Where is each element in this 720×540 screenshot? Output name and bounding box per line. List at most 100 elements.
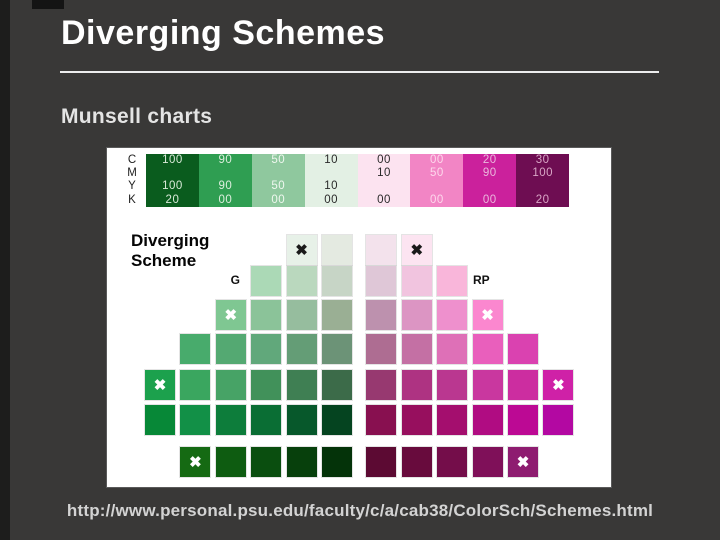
scheme-label: Diverging Scheme <box>131 231 209 271</box>
source-url: http://www.personal.psu.edu/faculty/c/a/… <box>66 501 654 520</box>
munsell-swatch <box>180 334 211 364</box>
slide-subtitle: Munsell charts <box>61 105 213 128</box>
cmyk-value: 50 <box>271 180 286 193</box>
cmyk-value: 20 <box>165 193 180 206</box>
munsell-swatch <box>180 405 211 435</box>
munsell-swatch <box>437 370 468 400</box>
x-mark-icon: ✖ <box>481 306 494 324</box>
munsell-swatch <box>401 300 432 330</box>
cmyk-value: 20 <box>482 154 497 166</box>
cmyk-value: 90 <box>218 154 233 166</box>
cmyk-value: 30 <box>535 154 550 166</box>
cmyk-swatch-column: 10 10 00 <box>304 154 358 207</box>
munsell-swatch <box>401 447 432 477</box>
cmyk-value: 00 <box>430 193 444 206</box>
munsell-swatch <box>437 405 468 435</box>
cmyk-swatch-column: 50 50 00 <box>251 154 305 207</box>
munsell-swatch <box>437 300 468 330</box>
cmyk-value: 100 <box>532 167 554 180</box>
munsell-swatch <box>322 370 352 400</box>
cmyk-value: 50 <box>271 154 286 166</box>
cmyk-swatch-column: 20 90 00 <box>463 154 517 207</box>
cmyk-value: 00 <box>482 193 497 206</box>
cmyk-row-label-y: Y <box>128 180 136 193</box>
munsell-swatch <box>366 370 397 400</box>
cmyk-value: 00 <box>430 154 444 166</box>
munsell-swatch <box>508 405 538 435</box>
munsell-swatch <box>251 266 282 296</box>
page-title: Diverging Schemes <box>61 14 386 52</box>
munsell-swatch <box>366 235 397 265</box>
cmyk-value: 00 <box>218 193 233 206</box>
hue-label-rp: RP <box>473 273 490 287</box>
hue-label-g: G <box>230 273 240 287</box>
cmyk-value: 10 <box>324 180 339 193</box>
cmyk-swatch-column: 100 100 20 <box>146 154 199 207</box>
munsell-swatch <box>366 300 397 330</box>
munsell-swatch <box>401 370 432 400</box>
munsell-swatch <box>322 266 352 296</box>
cmyk-row-label-k: K <box>128 193 136 206</box>
munsell-swatch <box>251 405 282 435</box>
munsell-swatch <box>286 266 317 296</box>
munsell-swatch <box>366 334 397 364</box>
pyramid: ✖ ✖ ✖ ✖ ✖ ✖ ✖ ✖ <box>107 148 611 487</box>
cmyk-row-labels: C M Y K <box>121 154 143 207</box>
scheme-label-line2: Scheme <box>131 251 197 270</box>
munsell-swatch <box>322 405 352 435</box>
x-mark-icon: ✖ <box>224 306 238 324</box>
cmyk-swatch-column: 00 10 00 <box>357 154 411 207</box>
cmyk-value: 00 <box>271 193 286 206</box>
munsell-swatch <box>366 405 397 435</box>
cmyk-value: 00 <box>377 154 391 166</box>
title-underline <box>60 71 659 73</box>
cmyk-value: 00 <box>377 193 391 206</box>
munsell-swatch <box>508 334 538 364</box>
cmyk-value: 10 <box>377 167 391 180</box>
cmyk-value: 10 <box>324 154 339 166</box>
x-mark-icon: ✖ <box>153 376 167 394</box>
cmyk-swatch-column: 30 100 20 <box>516 154 570 207</box>
x-mark-icon: ✖ <box>516 453 530 471</box>
munsell-swatch <box>543 405 574 435</box>
munsell-swatch <box>437 334 468 364</box>
cmyk-value: 90 <box>482 167 497 180</box>
cmyk-swatch-column: 90 90 00 <box>198 154 252 207</box>
cmyk-value: 90 <box>218 180 233 193</box>
x-mark-icon: ✖ <box>189 453 202 471</box>
munsell-swatch <box>286 370 317 400</box>
munsell-swatch <box>215 334 246 364</box>
screen-edge-artifact-left <box>0 0 10 540</box>
munsell-swatch: ✖ <box>472 300 503 330</box>
munsell-swatch <box>366 447 397 477</box>
munsell-swatch <box>322 447 352 477</box>
x-mark-icon: ✖ <box>295 241 308 259</box>
munsell-swatch <box>251 334 282 364</box>
munsell-swatch: ✖ <box>145 370 175 400</box>
screen-edge-artifact-top <box>32 0 64 9</box>
munsell-swatch <box>508 370 538 400</box>
scheme-label-line1: Diverging <box>131 231 210 250</box>
munsell-swatch <box>401 334 432 364</box>
munsell-swatch: ✖ <box>401 235 432 265</box>
cmyk-bar: 100 100 20 90 90 00 50 50 00 10 10 00 00 10 00 00 5… <box>146 154 570 207</box>
munsell-swatch <box>472 447 503 477</box>
munsell-swatch <box>401 266 432 296</box>
munsell-swatch <box>322 334 352 364</box>
munsell-swatch <box>437 447 468 477</box>
munsell-swatch <box>215 405 246 435</box>
cmyk-value: 100 <box>162 180 183 193</box>
cmyk-swatch-column: 00 50 00 <box>410 154 464 207</box>
munsell-swatch <box>251 370 282 400</box>
cmyk-value: 100 <box>162 154 183 166</box>
munsell-swatch <box>286 300 317 330</box>
munsell-swatch <box>366 266 397 296</box>
cmyk-value: 20 <box>535 193 550 206</box>
munsell-swatch <box>322 300 352 330</box>
x-mark-icon: ✖ <box>410 241 424 259</box>
munsell-swatch <box>286 447 317 477</box>
cmyk-value: 50 <box>430 167 444 180</box>
munsell-swatch <box>472 334 503 364</box>
munsell-swatch <box>145 405 175 435</box>
